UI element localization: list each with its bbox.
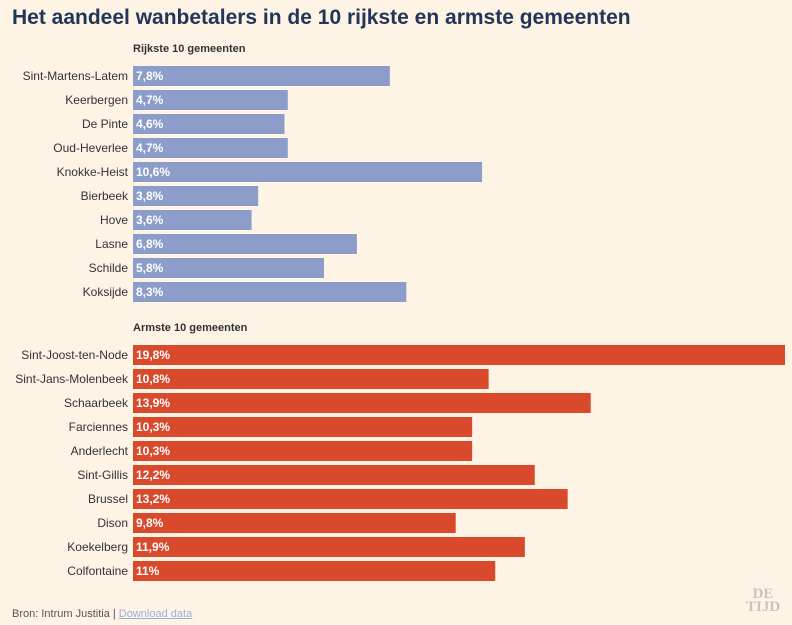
poor-category-label: Anderlecht [71, 444, 129, 458]
poor-value-label: 11% [136, 564, 160, 578]
poor-category-label: Sint-Joost-ten-Node [21, 348, 128, 362]
rich-value-label: 4,6% [136, 117, 164, 131]
poor-bar[interactable] [133, 465, 535, 485]
poor-value-label: 13,2% [136, 492, 170, 506]
poor-value-label: 19,8% [136, 348, 170, 362]
poor-value-label: 9,8% [136, 516, 164, 530]
rich-category-label: Bierbeek [81, 189, 129, 203]
poor-category-label: Koekelberg [67, 540, 128, 554]
poor-section-title: Armste 10 gemeenten [133, 322, 248, 334]
rich-bar[interactable] [133, 66, 390, 86]
rich-value-label: 10,6% [136, 165, 170, 179]
rich-bar[interactable] [133, 162, 483, 182]
rich-category-label: Oud-Heverlee [53, 141, 128, 155]
source-text: Bron: Intrum Justitia | [12, 608, 119, 620]
poor-category-label: Sint-Jans-Molenbeek [15, 372, 129, 386]
rich-value-label: 4,7% [136, 141, 164, 155]
rich-category-label: Keerbergen [65, 93, 128, 107]
poor-bar[interactable] [133, 441, 473, 461]
poor-bar[interactable] [133, 369, 489, 389]
rich-bar[interactable] [133, 138, 288, 158]
rich-category-label: De Pinte [82, 117, 128, 131]
rich-value-label: 4,7% [136, 93, 164, 107]
poor-bar[interactable] [133, 561, 496, 581]
rich-category-label: Sint-Martens-Latem [23, 69, 128, 83]
poor-bar[interactable] [133, 393, 591, 413]
poor-bar[interactable] [133, 345, 785, 365]
logo-line-2: TIJD [746, 599, 781, 615]
poor-bar[interactable] [133, 537, 525, 557]
poor-category-label: Brussel [88, 492, 128, 506]
poor-category-label: Sint-Gillis [77, 468, 128, 482]
de-tijd-logo: DE TIJD [746, 586, 781, 615]
rich-bar[interactable] [133, 282, 407, 302]
rich-bar[interactable] [133, 234, 357, 254]
rich-bar[interactable] [133, 90, 288, 110]
poor-category-label: Dison [97, 516, 128, 530]
rich-value-label: 3,8% [136, 189, 164, 203]
rich-bar[interactable] [133, 114, 285, 134]
poor-value-label: 10,3% [136, 420, 170, 434]
poor-value-label: 10,8% [136, 372, 170, 386]
poor-bar[interactable] [133, 489, 568, 509]
rich-bar[interactable] [133, 186, 259, 206]
poor-value-label: 10,3% [136, 444, 170, 458]
rich-value-label: 3,6% [136, 213, 164, 227]
poor-value-label: 13,9% [136, 396, 170, 410]
rich-category-label: Knokke-Heist [57, 165, 129, 179]
poor-category-label: Farciennes [69, 420, 128, 434]
rich-bar[interactable] [133, 258, 324, 278]
poor-value-label: 12,2% [136, 468, 170, 482]
poor-category-label: Colfontaine [67, 564, 128, 578]
poor-bar[interactable] [133, 513, 456, 533]
rich-value-label: 7,8% [136, 69, 164, 83]
download-data-link[interactable]: Download data [118, 608, 193, 620]
chart-title: Het aandeel wanbetalers in de 10 rijkste… [12, 6, 631, 29]
rich-category-label: Schilde [89, 261, 129, 275]
poor-value-label: 11,9% [136, 540, 170, 554]
logo-line-1: DE [752, 586, 774, 602]
rich-section-title: Rijkste 10 gemeenten [133, 43, 246, 55]
poor-bar[interactable] [133, 417, 473, 437]
rich-value-label: 6,8% [136, 237, 164, 251]
rich-value-label: 5,8% [136, 261, 164, 275]
rich-category-label: Koksijde [83, 285, 129, 299]
rich-bar[interactable] [133, 210, 252, 230]
rich-value-label: 8,3% [136, 285, 164, 299]
footer: Bron: Intrum Justitia | Download data [12, 608, 192, 620]
poor-category-label: Schaarbeek [64, 396, 129, 410]
rich-category-label: Lasne [95, 237, 128, 251]
rich-category-label: Hove [100, 213, 128, 227]
